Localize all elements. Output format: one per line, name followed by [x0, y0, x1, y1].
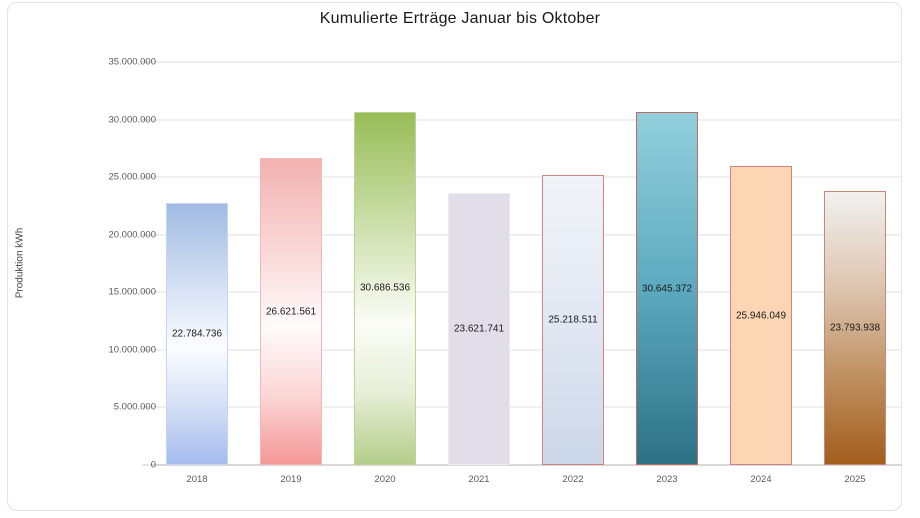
gridline [150, 176, 902, 179]
y-tick-mark [142, 349, 149, 351]
x-tick-label-2021: 2021 [468, 474, 490, 485]
x-tick-label-2018: 2018 [186, 474, 208, 485]
bar-value-label-2021: 23.621.741 [453, 323, 505, 335]
bar-2025: 23.793.938 [823, 191, 887, 465]
y-tick-label: 10.000.000 [108, 344, 156, 356]
gridline [150, 118, 902, 121]
bar-slot-2021: 23.621.741 2021 [432, 62, 526, 485]
y-tick-label: 5.000.000 [113, 401, 156, 413]
bar-slot-2024: 25.946.049 2024 [714, 62, 808, 485]
gridline [150, 61, 902, 63]
y-tick-mark [142, 291, 149, 293]
gridline [150, 348, 902, 351]
x-tick-label-2020: 2020 [374, 474, 396, 485]
y-tick-label: 25.000.000 [108, 171, 156, 183]
x-tick-label-2025: 2025 [844, 474, 866, 485]
x-tick-label-2023: 2023 [656, 474, 678, 485]
bars-layer: 22.784.736 2018 26.621.561 2019 30.686.536 20… [150, 62, 902, 485]
bar-value-label-2018: 22.784.736 [171, 328, 223, 340]
y-axis-title: Produktion kWh [14, 227, 26, 299]
y-tick-label: 20.000.000 [108, 229, 156, 241]
x-tick-label-2024: 2024 [750, 474, 772, 485]
bar-2021: 23.621.741 [447, 193, 511, 465]
bar-value-label-2020: 30.686.536 [359, 282, 411, 294]
bar-value-label-2019: 26.621.561 [265, 306, 317, 318]
y-tick-mark [142, 464, 149, 466]
bar-slot-2018: 22.784.736 2018 [150, 62, 244, 485]
bar-value-label-2024: 25.946.049 [735, 310, 787, 322]
bar-slot-2019: 26.621.561 2019 [244, 62, 338, 485]
bar-2018: 22.784.736 [165, 202, 229, 465]
bar-2022: 25.218.511 [541, 174, 605, 465]
x-tick-label-2022: 2022 [562, 474, 584, 485]
plot-area: 22.784.736 2018 26.621.561 2019 30.686.536 20… [142, 61, 902, 485]
bar-2024: 25.946.049 [729, 166, 793, 465]
y-tick-label: 30.000.000 [108, 114, 156, 126]
y-tick-label: 0 [150, 459, 156, 471]
gridline [150, 406, 902, 409]
bar-2020: 30.686.536 [353, 111, 417, 465]
y-tick-mark [142, 61, 149, 63]
bar-2023: 30.645.372 [635, 112, 699, 465]
y-tick-mark [142, 234, 149, 236]
bar-value-label-2023: 30.645.372 [641, 283, 693, 295]
y-tick-label: 35.000.000 [108, 56, 156, 68]
x-axis-line [150, 464, 902, 466]
bar-2019: 26.621.561 [259, 158, 323, 465]
chart-title: Kumulierte Erträge Januar bis Oktober [319, 10, 601, 27]
bar-value-label-2022: 25.218.511 [548, 314, 598, 326]
y-tick-mark [142, 176, 149, 178]
gridline [150, 233, 902, 236]
y-tick-mark [142, 406, 149, 408]
bar-slot-2023: 30.645.372 2023 [620, 62, 714, 485]
y-tick-mark [142, 119, 149, 121]
x-tick-label-2019: 2019 [280, 474, 302, 485]
y-tick-label: 15.000.000 [108, 286, 156, 298]
bar-slot-2025: 23.793.938 2025 [808, 62, 902, 485]
bar-value-label-2025: 23.793.938 [829, 322, 881, 334]
gridline [150, 291, 902, 294]
bar-slot-2022: 25.218.511 2022 [526, 62, 620, 485]
bar-slot-2020: 30.686.536 2020 [338, 62, 432, 485]
